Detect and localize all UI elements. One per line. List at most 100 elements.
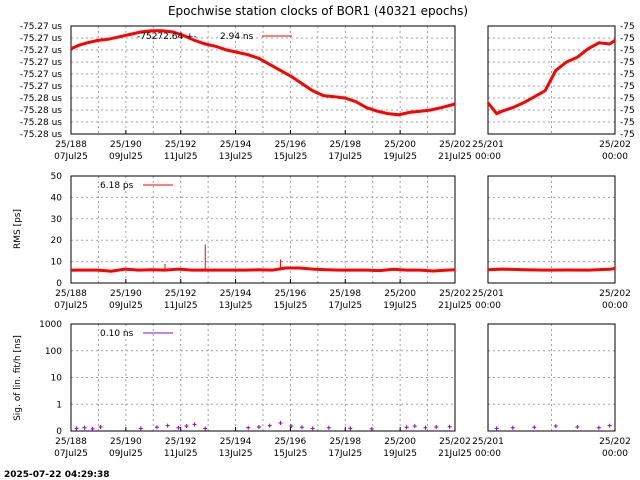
rms-y-tick-label: 40 bbox=[51, 193, 63, 203]
clock-right-tick-label: -75 bbox=[620, 34, 635, 44]
rms-zoom-x-tick-label: 25/201 bbox=[472, 289, 504, 299]
clock-right-tick-label: -75 bbox=[620, 118, 635, 128]
sig-point bbox=[165, 423, 170, 428]
rms-x-tick-label: 25/190 bbox=[110, 289, 142, 299]
sig-point bbox=[404, 425, 409, 430]
sig-zoom-point bbox=[553, 424, 558, 429]
sig-legend-value: 0.10 ns bbox=[100, 329, 134, 339]
rms-x-tick-date: 17Jul25 bbox=[328, 301, 362, 311]
clock-x-tick-date: 09Jul25 bbox=[109, 152, 143, 162]
clock-y-tick-label: -75.27 us bbox=[20, 58, 63, 68]
clock-x-tick-label: 25/192 bbox=[165, 140, 197, 150]
clock-zoom-x-tick-date: 00:00 bbox=[602, 152, 628, 162]
rms-x-tick-label: 25/194 bbox=[220, 289, 252, 299]
sig-point bbox=[184, 424, 189, 429]
sig-point bbox=[154, 425, 159, 430]
clock-y-tick-label: -75.28 us bbox=[20, 130, 63, 140]
clock-x-tick-date: 07Jul25 bbox=[54, 152, 88, 162]
sig-x-tick-date: 11Jul25 bbox=[164, 449, 198, 459]
sig-point bbox=[278, 420, 283, 425]
clock-x-tick-label: 25/198 bbox=[329, 140, 361, 150]
clock-y-tick-label: -75.28 us bbox=[20, 106, 63, 116]
clock-x-tick-date: 13Jul25 bbox=[219, 152, 253, 162]
clock-zoom-frame bbox=[487, 25, 616, 135]
clock-y-tick-label: -75.28 us bbox=[20, 118, 63, 128]
sig-point bbox=[289, 424, 294, 429]
sig-point bbox=[310, 426, 315, 431]
clock-x-tick-label: 25/190 bbox=[110, 140, 142, 150]
rms-x-tick-label: 25/192 bbox=[165, 289, 197, 299]
sig-zoom-x-tick-date: 00:00 bbox=[602, 449, 628, 459]
clock-zoom-series-line bbox=[486, 39, 616, 116]
clock-series-line bbox=[70, 29, 456, 117]
clock-x-tick-date: 17Jul25 bbox=[328, 152, 362, 162]
sig-x-tick-label: 25/198 bbox=[329, 437, 361, 447]
rms-frame bbox=[70, 175, 456, 284]
rms-zoom-panel: 25/201 00:00 25/202 00:00 bbox=[472, 175, 631, 311]
sig-x-tick-date: 07Jul25 bbox=[54, 449, 88, 459]
clock-zoom-x-tick-label: 25/202 bbox=[599, 140, 631, 150]
sig-x-tick-label: 25/188 bbox=[55, 437, 87, 447]
rms-x-tick-label: 25/188 bbox=[55, 289, 87, 299]
rms-x-tick-label: 25/196 bbox=[275, 289, 307, 299]
sig-x-tick-label: 25/202 bbox=[439, 437, 471, 447]
sig-point bbox=[176, 425, 181, 430]
sig-point bbox=[267, 423, 272, 428]
rms-x-tick-label: 25/198 bbox=[329, 289, 361, 299]
sig-zoom-x-tick-label: 25/202 bbox=[599, 437, 631, 447]
clock-y-tick-label: -75.27 us bbox=[20, 34, 63, 44]
sig-point bbox=[369, 426, 374, 431]
rms-y-tick-label: 0 bbox=[56, 279, 62, 289]
sig-point bbox=[138, 426, 143, 431]
sig-x-tick-label: 25/190 bbox=[110, 437, 142, 447]
rms-zoom-x-tick-date: 00:00 bbox=[475, 301, 501, 311]
sig-frame bbox=[70, 323, 456, 432]
sig-x-tick-date: 09Jul25 bbox=[109, 449, 143, 459]
clock-y-tick-label: -75.27 us bbox=[20, 46, 63, 56]
rms-y-tick-label: 50 bbox=[51, 172, 63, 182]
clock-panel: 25/188 07Jul25 25/190 09Jul25 25/192 11Jul25 2… bbox=[20, 22, 472, 162]
clock-x-tick-label: 25/188 bbox=[55, 140, 87, 150]
sig-x-tick-label: 25/200 bbox=[384, 437, 416, 447]
clock-x-tick-date: 11Jul25 bbox=[164, 152, 198, 162]
clock-frame bbox=[70, 25, 456, 135]
sig-point bbox=[98, 424, 103, 429]
sig-point bbox=[412, 424, 417, 429]
sig-zoom-point bbox=[510, 425, 515, 430]
sig-y-tick-label: 1000 bbox=[39, 320, 62, 330]
clock-x-tick-label: 25/196 bbox=[275, 140, 307, 150]
clock-x-tick-date: 19Jul25 bbox=[383, 152, 417, 162]
rms-y-tick-label: 30 bbox=[51, 215, 63, 225]
clock-y-tick-label: -75.27 us bbox=[20, 22, 63, 32]
clock-zoom-x-tick-date: 00:00 bbox=[475, 152, 501, 162]
clock-zoom-x-tick-label: 25/201 bbox=[472, 140, 504, 150]
clock-right-tick-label: -75 bbox=[620, 22, 635, 32]
clock-x-tick-label: 25/202 bbox=[439, 140, 471, 150]
sig-x-tick-label: 25/194 bbox=[220, 437, 252, 447]
clock-legend-value: 2.94 ns bbox=[220, 32, 254, 42]
rms-x-tick-date: 19Jul25 bbox=[383, 301, 417, 311]
clock-right-tick-label: -75 bbox=[620, 58, 635, 68]
sig-x-tick-date: 19Jul25 bbox=[383, 449, 417, 459]
clock-y-tick-label: -75.28 us bbox=[20, 94, 63, 104]
rms-y-tick-label: 20 bbox=[51, 236, 63, 246]
sig-point bbox=[423, 425, 428, 430]
sig-y-tick-label: 1 bbox=[56, 400, 62, 410]
sig-zoom-x-tick-label: 25/201 bbox=[472, 437, 504, 447]
sig-x-tick-label: 25/192 bbox=[165, 437, 197, 447]
clock-x-tick-label: 25/194 bbox=[220, 140, 252, 150]
sig-y-tick-label: 100 bbox=[45, 347, 62, 357]
sig-y-axis-label: Sig. of lin. fit/h [ns] bbox=[13, 335, 23, 421]
rms-x-tick-date: 07Jul25 bbox=[54, 301, 88, 311]
rms-x-tick-date: 11Jul25 bbox=[164, 301, 198, 311]
sig-x-tick-date: 13Jul25 bbox=[219, 449, 253, 459]
sig-point bbox=[74, 426, 79, 431]
clock-right-tick-label: -75 bbox=[620, 130, 635, 140]
sig-zoom-point bbox=[596, 425, 601, 430]
clock-right-tick-label: -75 bbox=[620, 70, 635, 80]
sig-zoom-point bbox=[575, 424, 580, 429]
clock-right-tick-label: -75 bbox=[620, 46, 635, 56]
rms-y-tick-label: 10 bbox=[51, 258, 63, 268]
rms-x-tick-label: 25/200 bbox=[384, 289, 416, 299]
sig-zoom-point bbox=[532, 425, 537, 430]
